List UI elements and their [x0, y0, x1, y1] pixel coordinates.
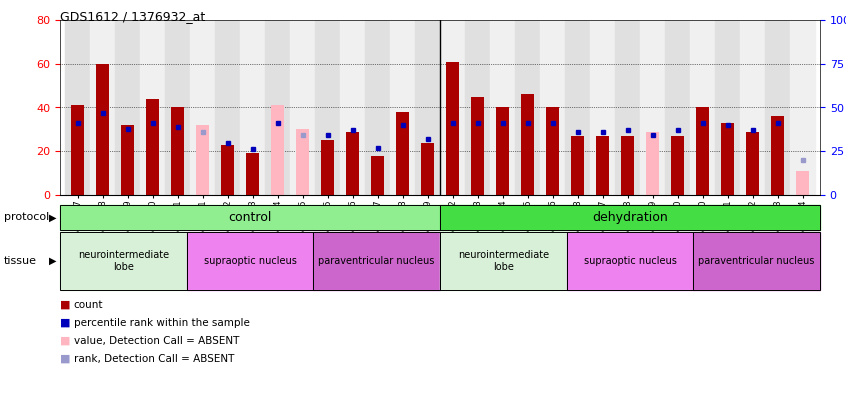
Bar: [715, 20, 740, 195]
Bar: [315, 20, 340, 195]
Bar: [740, 20, 765, 195]
Bar: [165, 20, 190, 195]
Bar: [96, 64, 109, 195]
Bar: [771, 116, 784, 195]
Text: tissue: tissue: [4, 256, 37, 266]
Bar: [615, 20, 640, 195]
Bar: [221, 145, 234, 195]
Bar: [115, 20, 140, 195]
Bar: [415, 20, 440, 195]
Bar: [465, 20, 490, 195]
Bar: [240, 20, 265, 195]
Bar: [396, 112, 409, 195]
Text: supraoptic nucleus: supraoptic nucleus: [584, 256, 677, 266]
Bar: [146, 99, 159, 195]
Bar: [321, 140, 334, 195]
Text: ■: ■: [60, 354, 70, 364]
Bar: [140, 20, 165, 195]
Bar: [490, 20, 515, 195]
Text: value, Detection Call = ABSENT: value, Detection Call = ABSENT: [74, 336, 239, 346]
Bar: [540, 20, 565, 195]
Text: supraoptic nucleus: supraoptic nucleus: [204, 256, 296, 266]
Bar: [621, 136, 634, 195]
Bar: [570, 136, 585, 195]
Bar: [190, 20, 215, 195]
Text: count: count: [74, 300, 103, 310]
Bar: [590, 20, 615, 195]
Text: percentile rank within the sample: percentile rank within the sample: [74, 318, 250, 328]
Bar: [420, 143, 434, 195]
Text: ■: ■: [60, 300, 70, 310]
Text: ▶: ▶: [49, 256, 56, 266]
Text: ■: ■: [60, 336, 70, 346]
Text: GDS1612 / 1376932_at: GDS1612 / 1376932_at: [60, 10, 206, 23]
Text: ■: ■: [60, 318, 70, 328]
Text: neurointermediate
lobe: neurointermediate lobe: [78, 250, 169, 272]
Text: ▶: ▶: [49, 213, 56, 222]
Bar: [470, 96, 485, 195]
Bar: [496, 107, 509, 195]
Bar: [765, 20, 790, 195]
Bar: [371, 156, 384, 195]
Text: paraventricular nucleus: paraventricular nucleus: [318, 256, 435, 266]
Bar: [215, 20, 240, 195]
Bar: [515, 20, 540, 195]
Bar: [596, 136, 609, 195]
Bar: [721, 123, 734, 195]
Bar: [665, 20, 690, 195]
Bar: [390, 20, 415, 195]
Bar: [295, 129, 310, 195]
Bar: [245, 153, 260, 195]
Bar: [90, 20, 115, 195]
Text: paraventricular nucleus: paraventricular nucleus: [699, 256, 815, 266]
Text: control: control: [228, 211, 272, 224]
Bar: [440, 20, 465, 195]
Bar: [520, 94, 535, 195]
Bar: [121, 125, 135, 195]
Bar: [346, 132, 360, 195]
Bar: [671, 136, 684, 195]
Bar: [795, 171, 810, 195]
Bar: [790, 20, 815, 195]
Bar: [70, 105, 85, 195]
Bar: [446, 62, 459, 195]
Bar: [565, 20, 590, 195]
Bar: [195, 125, 209, 195]
Bar: [645, 132, 659, 195]
Bar: [290, 20, 315, 195]
Bar: [640, 20, 665, 195]
Bar: [65, 20, 90, 195]
Bar: [745, 132, 760, 195]
Bar: [546, 107, 559, 195]
Text: dehydration: dehydration: [592, 211, 667, 224]
Text: neurointermediate
lobe: neurointermediate lobe: [458, 250, 549, 272]
Bar: [695, 107, 710, 195]
Bar: [340, 20, 365, 195]
Text: protocol: protocol: [4, 213, 49, 222]
Bar: [265, 20, 290, 195]
Bar: [271, 105, 284, 195]
Bar: [171, 107, 184, 195]
Bar: [365, 20, 390, 195]
Text: rank, Detection Call = ABSENT: rank, Detection Call = ABSENT: [74, 354, 233, 364]
Bar: [690, 20, 715, 195]
